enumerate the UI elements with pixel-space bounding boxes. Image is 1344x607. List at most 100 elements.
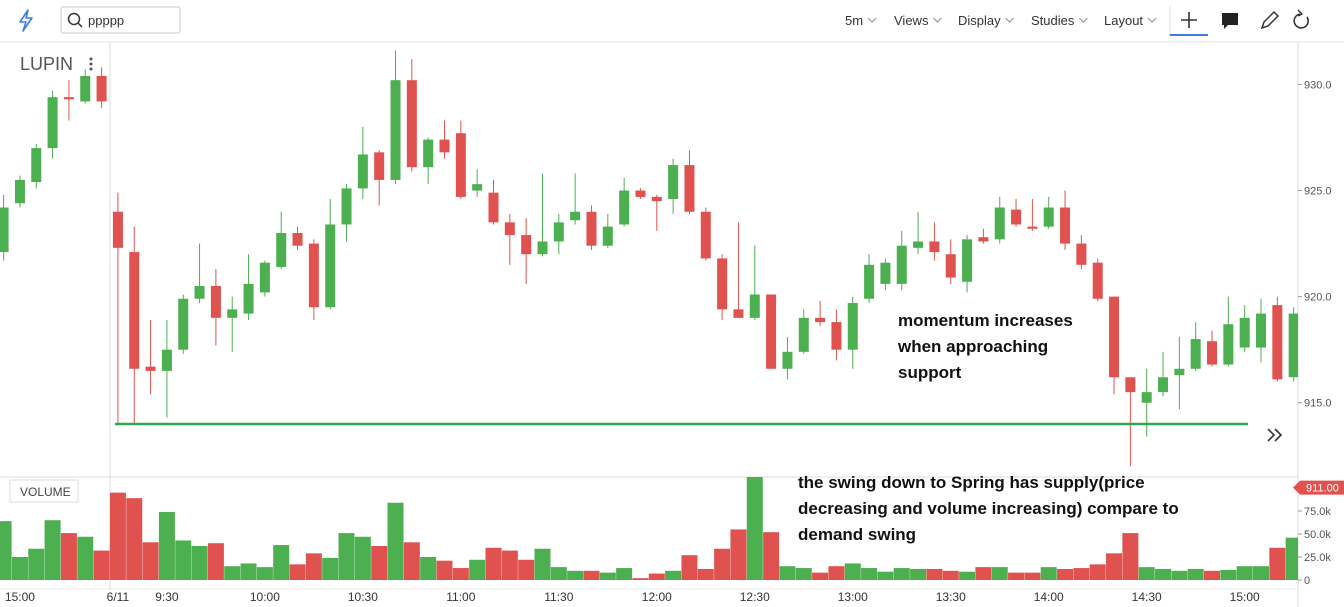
menu-item[interactable]: Layout xyxy=(1104,13,1143,28)
candle-body xyxy=(749,294,760,318)
volume-tick-label: 50.0k xyxy=(1304,529,1331,541)
menu-item[interactable]: Display xyxy=(958,13,1001,28)
candle-body xyxy=(1125,377,1136,393)
volume-bar xyxy=(893,568,910,580)
volume-bar xyxy=(1024,572,1041,580)
x-tick-label: 15:00 xyxy=(1230,590,1260,604)
candle-body xyxy=(1027,226,1038,229)
candle-body xyxy=(962,239,973,282)
draw-tool[interactable] xyxy=(1260,10,1280,30)
candle-body xyxy=(717,258,728,310)
candle-body xyxy=(782,351,793,369)
reset-tool[interactable] xyxy=(1293,13,1309,29)
volume-bar xyxy=(665,570,682,580)
volume-bar xyxy=(469,559,486,580)
last-price-label: 911.00 xyxy=(1306,483,1339,495)
candle-body xyxy=(145,366,156,371)
volume-bar xyxy=(746,477,763,580)
search-box[interactable] xyxy=(60,6,181,34)
volume-bar xyxy=(681,555,698,580)
volume-bar xyxy=(403,542,420,580)
volume-bar xyxy=(926,568,943,580)
symbol[interactable]: LUPIN xyxy=(20,54,73,74)
candle-body xyxy=(619,190,630,225)
candle-body xyxy=(1109,296,1120,378)
candle-body xyxy=(210,286,221,318)
candle-body xyxy=(325,224,336,308)
volume-bar xyxy=(763,532,780,580)
search-text[interactable]: ppppp xyxy=(88,13,124,28)
y-tick-label: 915.0 xyxy=(1304,398,1332,410)
y-tick-label: 920.0 xyxy=(1304,292,1332,304)
candle-body xyxy=(1060,207,1071,244)
volume-bar xyxy=(1269,547,1286,580)
volume-bar xyxy=(910,568,927,580)
volume-bar xyxy=(975,567,992,580)
logo[interactable] xyxy=(19,9,33,32)
x-tick-label: 11:00 xyxy=(446,590,475,604)
candle-body xyxy=(292,232,303,246)
menu-item[interactable]: Views xyxy=(894,13,929,28)
candle-body xyxy=(798,317,809,352)
candle-body xyxy=(521,235,532,255)
comment-tool[interactable] xyxy=(1222,13,1238,29)
volume-bar xyxy=(175,540,192,580)
volume-label-box[interactable] xyxy=(9,479,79,503)
candle-body xyxy=(259,262,270,293)
volume-bar xyxy=(1236,566,1253,580)
annotation: demand swing xyxy=(798,525,916,544)
candle-body xyxy=(47,97,58,149)
x-tick-label: 6/11 xyxy=(107,590,130,604)
candle-body xyxy=(0,207,9,253)
candle-body xyxy=(243,283,254,314)
y-tick-label: 925.0 xyxy=(1304,186,1332,198)
candle-body xyxy=(864,264,875,299)
menu-chevron xyxy=(1078,17,1088,23)
menu-item[interactable]: 5m xyxy=(845,13,863,28)
candle-body xyxy=(586,211,597,246)
volume-bar xyxy=(485,547,502,580)
x-tick-label: 13:30 xyxy=(936,590,966,604)
candle-body xyxy=(945,254,956,278)
candle-body xyxy=(357,154,368,189)
volume-bar xyxy=(991,567,1008,580)
candle-body xyxy=(1223,324,1234,365)
candle-body xyxy=(227,309,238,318)
volume-bar xyxy=(583,570,600,580)
volume-bar xyxy=(387,502,404,580)
candle-body xyxy=(504,222,515,236)
volume-bar xyxy=(501,550,518,580)
candle-body xyxy=(1288,313,1298,378)
x-tick-label: 14:30 xyxy=(1132,590,1162,604)
volume-bar xyxy=(354,536,371,580)
candle-body xyxy=(439,139,450,153)
candle-body xyxy=(341,188,352,225)
candle-body xyxy=(684,165,695,212)
candle-body xyxy=(994,207,1005,240)
candle-body xyxy=(276,232,287,267)
menu-chevron xyxy=(1147,17,1157,23)
candle-body xyxy=(472,184,483,191)
volume-bar xyxy=(567,570,584,580)
volume-bar xyxy=(452,568,469,580)
x-tick-label: 12:30 xyxy=(740,590,770,604)
candle-body xyxy=(913,241,924,248)
candle-body xyxy=(1076,243,1087,265)
candle-body xyxy=(668,165,679,200)
volume-bar xyxy=(126,498,143,580)
candle-body xyxy=(733,309,744,318)
volume-bar xyxy=(828,566,845,580)
candle-body xyxy=(374,152,385,180)
x-tick-label: 15:00 xyxy=(5,590,35,604)
candle-body xyxy=(194,286,205,299)
crosshair-tool[interactable] xyxy=(1181,12,1197,28)
menu-item[interactable]: Studies xyxy=(1031,13,1075,28)
candle-body xyxy=(831,322,842,350)
volume-bar xyxy=(518,559,535,580)
candle-body xyxy=(390,80,401,180)
volume-bar xyxy=(844,563,861,580)
symbol-menu[interactable] xyxy=(89,57,93,61)
candle-body xyxy=(31,148,42,183)
x-tick-label: 12:00 xyxy=(642,590,672,604)
candle-body xyxy=(161,349,172,371)
